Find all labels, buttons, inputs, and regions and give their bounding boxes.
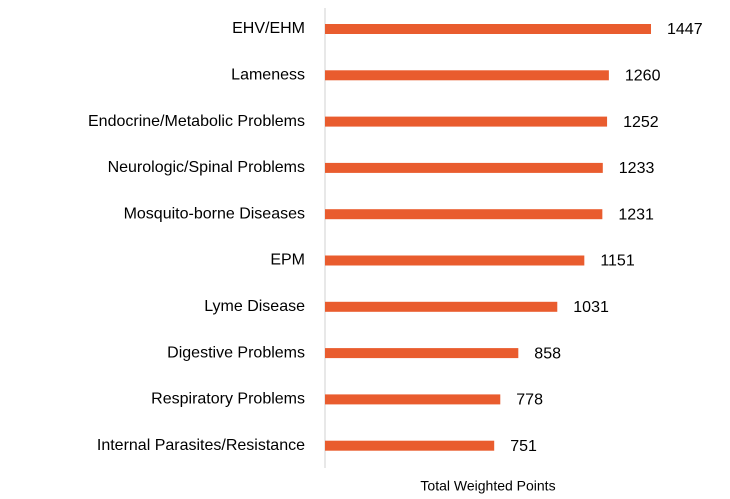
bar <box>325 301 558 312</box>
bar <box>325 440 495 451</box>
bar <box>325 255 585 266</box>
value-label: 1233 <box>619 160 655 177</box>
category-label: Neurologic/Spinal Problems <box>108 159 305 176</box>
x-axis-title: Total Weighted Points <box>420 478 555 494</box>
value-label: 1447 <box>667 21 703 38</box>
value-label: 1260 <box>625 68 661 85</box>
category-label: Mosquito-borne Diseases <box>124 205 305 222</box>
value-label: 778 <box>516 392 543 409</box>
value-label: 858 <box>534 345 561 362</box>
bar <box>325 24 652 34</box>
category-label: Digestive Problems <box>167 344 305 361</box>
category-label: Lameness <box>231 67 305 84</box>
value-label: 751 <box>510 438 537 455</box>
bar <box>325 394 501 405</box>
value-label: 1151 <box>600 253 635 270</box>
bar <box>325 70 609 81</box>
category-label: Internal Parasites/Resistance <box>97 437 305 454</box>
category-label: Endocrine/Metabolic Problems <box>88 113 305 130</box>
bar <box>325 162 603 173</box>
category-label: Lyme Disease <box>204 298 305 315</box>
category-label: EPM <box>270 252 305 269</box>
value-label: 1031 <box>573 299 609 316</box>
bar <box>325 209 603 220</box>
bar <box>325 348 519 359</box>
category-label: Respiratory Problems <box>151 391 305 408</box>
value-label: 1231 <box>618 206 654 223</box>
category-label: EHV/EHM <box>232 20 305 37</box>
value-label: 1252 <box>623 114 659 131</box>
bar <box>325 116 608 127</box>
